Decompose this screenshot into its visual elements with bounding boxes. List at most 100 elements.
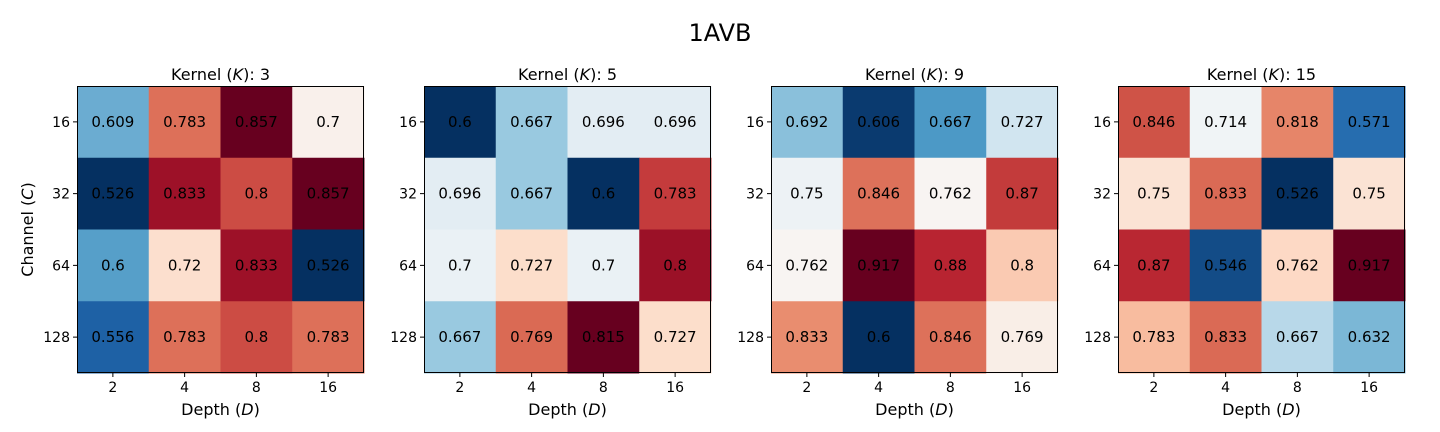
heatmap-cell <box>1333 86 1406 159</box>
heatmap-cell <box>1261 157 1334 230</box>
x-tick-label: 2 <box>1149 380 1158 396</box>
cell-value-label: 0.917 <box>857 256 900 274</box>
cell-value-label: 0.833 <box>1204 328 1247 346</box>
cell-value-label: 0.917 <box>1348 256 1391 274</box>
heatmap-cell <box>842 157 915 230</box>
y-tick-label: 128 <box>43 330 70 346</box>
heatmap-cell <box>220 157 293 230</box>
cell-value-label: 0.769 <box>510 328 553 346</box>
cell-value-label: 0.72 <box>168 256 201 274</box>
heatmap-cell <box>1118 301 1191 374</box>
heatmap-cell <box>1118 229 1191 302</box>
y-tick-label: 32 <box>52 187 70 203</box>
heatmap-cell <box>771 301 844 374</box>
cell-value-label: 0.762 <box>929 185 972 203</box>
cell-value-label: 0.815 <box>582 328 625 346</box>
cell-value-label: 0.727 <box>654 328 697 346</box>
y-tick-label: 16 <box>1093 115 1111 131</box>
heatmap-cell <box>771 229 844 302</box>
panel-title: Kernel (K): 9 <box>865 65 964 84</box>
y-tick-label: 16 <box>746 115 764 131</box>
heatmap-cell <box>1189 301 1262 374</box>
x-tick-label: 16 <box>1360 380 1378 396</box>
heatmap-cell <box>771 157 844 230</box>
x-tick-label: 8 <box>1293 380 1302 396</box>
cell-value-label: 0.846 <box>929 328 972 346</box>
heatmap-cell <box>567 301 640 374</box>
cell-value-label: 0.727 <box>510 256 553 274</box>
x-axis-label: Depth (D) <box>528 400 607 419</box>
cell-value-label: 0.6 <box>867 328 891 346</box>
cell-value-label: 0.632 <box>1348 328 1391 346</box>
figure-title: 1AVB <box>688 19 751 47</box>
cell-value-label: 0.7 <box>591 256 615 274</box>
heatmap-cell <box>1261 86 1334 159</box>
heatmap-cell <box>639 86 712 159</box>
heatmap-cell <box>77 157 150 230</box>
y-tick-label: 32 <box>399 187 417 203</box>
heatmap-cell <box>842 86 915 159</box>
heatmap-cell <box>1189 86 1262 159</box>
cell-value-label: 0.8 <box>244 328 268 346</box>
heatmap-panel: 0.692 0.606 0.667 0.727 0.75 0.846 0.762 0.87 0.… <box>737 65 1059 419</box>
heatmap-cell <box>77 301 150 374</box>
cell-value-label: 0.667 <box>438 328 481 346</box>
plot-frame <box>424 86 711 373</box>
cell-value-label: 0.75 <box>1137 185 1170 203</box>
x-axis-label: Depth (D) <box>1222 400 1301 419</box>
panel-title: Kernel (K): 15 <box>1207 65 1316 84</box>
heatmap-cell <box>424 301 497 374</box>
heatmap-cell <box>220 86 293 159</box>
heatmap-cell <box>495 86 568 159</box>
heatmap-cell <box>148 229 221 302</box>
heatmap-cell <box>495 301 568 374</box>
heatmap-panel: 0.6 0.667 0.696 0.696 0.696 0.667 0.6 0.783 0.7 0… <box>390 65 712 419</box>
cell-value-label: 0.87 <box>1137 256 1170 274</box>
panel-title: Kernel (K): 3 <box>171 65 270 84</box>
heatmap-cell <box>1189 157 1262 230</box>
cell-value-label: 0.88 <box>934 256 967 274</box>
cell-value-label: 0.783 <box>163 328 206 346</box>
heatmap-cell <box>292 86 365 159</box>
heatmap-cell <box>1261 229 1334 302</box>
heatmap-cell <box>77 86 150 159</box>
cell-value-label: 0.846 <box>857 185 900 203</box>
cell-value-label: 0.857 <box>307 185 350 203</box>
heatmap-cell <box>1261 301 1334 374</box>
heatmap-cell <box>1118 157 1191 230</box>
cell-value-label: 0.762 <box>1276 256 1319 274</box>
cell-value-label: 0.783 <box>1132 328 1175 346</box>
cell-value-label: 0.6 <box>448 113 472 131</box>
heatmap-cell <box>1189 229 1262 302</box>
cell-value-label: 0.692 <box>785 113 828 131</box>
x-tick-label: 16 <box>666 380 684 396</box>
cell-value-label: 0.8 <box>1010 256 1034 274</box>
y-tick-label: 64 <box>399 258 417 274</box>
heatmap-cell <box>292 229 365 302</box>
x-tick-label: 8 <box>252 380 261 396</box>
cell-value-label: 0.696 <box>654 113 697 131</box>
y-tick-label: 128 <box>390 330 417 346</box>
y-tick-label: 32 <box>1093 187 1111 203</box>
cell-value-label: 0.857 <box>235 113 278 131</box>
heatmap-cell <box>986 157 1059 230</box>
heatmap-cell <box>567 157 640 230</box>
plot-frame <box>1118 86 1405 373</box>
heatmap-cell <box>1333 301 1406 374</box>
x-axis-label: Depth (D) <box>181 400 260 419</box>
heatmap-cell <box>495 229 568 302</box>
x-tick-label: 4 <box>527 380 536 396</box>
cell-value-label: 0.8 <box>244 185 268 203</box>
heatmap-cell <box>148 157 221 230</box>
heatmap-cell <box>220 301 293 374</box>
cell-value-label: 0.783 <box>654 185 697 203</box>
heatmap-cell <box>914 301 987 374</box>
heatmap-cell <box>292 157 365 230</box>
cell-value-label: 0.833 <box>235 256 278 274</box>
cell-value-label: 0.696 <box>582 113 625 131</box>
heatmap-cell <box>639 301 712 374</box>
cell-value-label: 0.526 <box>91 185 134 203</box>
heatmap-cell <box>148 86 221 159</box>
heatmap-cell <box>77 229 150 302</box>
